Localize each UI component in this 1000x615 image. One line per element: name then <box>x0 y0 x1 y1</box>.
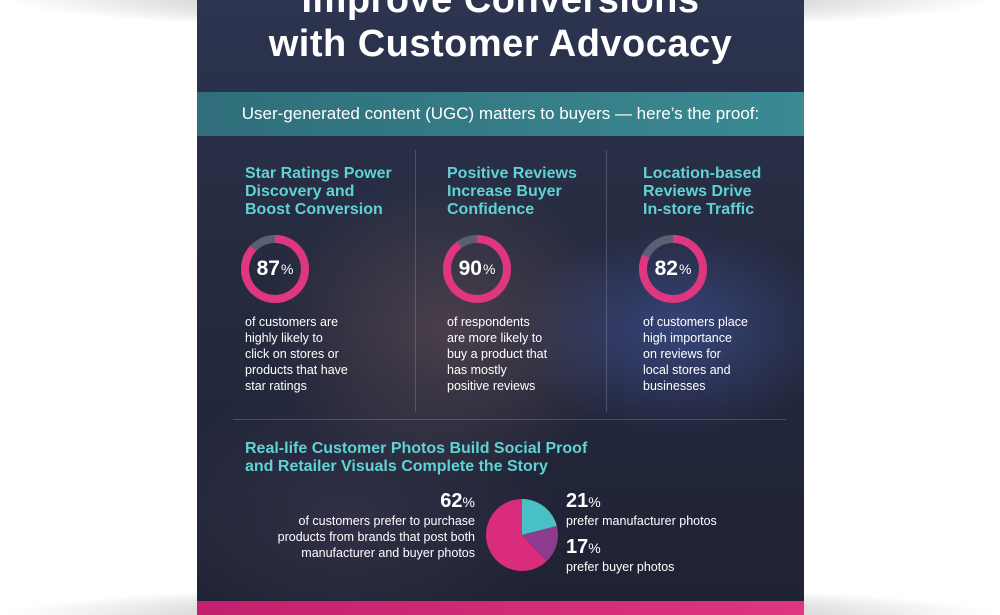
stat-number: 17 <box>566 536 589 558</box>
stat-description: prefer manufacturer photos <box>566 514 717 528</box>
pie-slice-buyer <box>522 526 558 562</box>
subtitle-band: User-generated content (UGC) matters to … <box>197 92 804 136</box>
stat-text-line: of respondents <box>447 315 530 329</box>
stat-text-line: are more likely to <box>447 331 543 345</box>
percent-sign: % <box>280 261 294 277</box>
percent-sign: % <box>588 540 601 556</box>
stat-heading: Positive Reviews Increase Buyer Confiden… <box>447 165 577 219</box>
infographic-panel: Improve Conversions with Customer Advoca… <box>197 0 804 615</box>
stat-number: 90 <box>458 257 482 280</box>
column-divider <box>606 150 607 412</box>
stat-star-ratings: Star Ratings Power Discovery and Boost C… <box>241 165 392 393</box>
section-heading-line: and Retailer Visuals Complete the Story <box>245 458 548 475</box>
stat-number: 87 <box>256 257 280 280</box>
stat-description: of customers place high importance on re… <box>643 314 804 394</box>
photo-preference-pie <box>486 499 558 571</box>
stat-text-line: on reviews for <box>643 347 721 361</box>
stat-value: 90% <box>441 233 513 305</box>
donut-ring-90 <box>443 235 511 303</box>
stat-text-line: local stores and <box>643 363 731 377</box>
stat-text-line: buy a product that <box>447 347 548 361</box>
percent-sign: % <box>588 494 601 510</box>
stat-text-line: of customers are <box>245 315 339 329</box>
stat-description: of customers prefer to purchase products… <box>237 513 475 561</box>
stat-text-line: of customers place <box>643 315 748 329</box>
section-heading-line: Real-life Customer Photos Build Social P… <box>245 440 588 457</box>
bottom-accent-bar <box>197 601 804 615</box>
stat-heading-line: Confidence <box>447 201 535 218</box>
stat-value: 62% <box>237 490 475 513</box>
stat-description: prefer buyer photos <box>566 560 675 574</box>
stat-text-line: products from brands that post both <box>277 530 475 544</box>
stat-heading-line: Discovery and <box>245 183 355 200</box>
stat-positive-reviews: Positive Reviews Increase Buyer Confiden… <box>443 165 577 393</box>
stat-heading: Location-based Reviews Drive In-store Tr… <box>643 165 761 219</box>
ring-value-arc <box>241 235 309 303</box>
donut-ring-82 <box>639 235 707 303</box>
title-line-2: with Customer Advocacy <box>268 23 733 65</box>
stat-heading-line: Reviews Drive <box>643 183 752 200</box>
stat-heading-line: Increase Buyer <box>447 183 562 200</box>
stat-heading-line: Star Ratings Power <box>245 165 392 182</box>
column-divider <box>415 150 416 412</box>
stat-text-line: products that have <box>245 363 348 377</box>
subtitle-text: User-generated content (UGC) matters to … <box>241 104 760 123</box>
stat-heading: Star Ratings Power Discovery and Boost C… <box>245 165 392 219</box>
stat-text-line: positive reviews <box>447 379 536 393</box>
pie-slice-manufacturer <box>522 499 557 535</box>
stat-text-line: manufacturer and buyer photos <box>301 546 475 560</box>
stat-number: 62 <box>440 490 463 512</box>
photos-section-heading: Real-life Customer Photos Build Social P… <box>245 440 587 476</box>
stat-value: 82% <box>637 233 709 305</box>
photos-stat-buyer: 17% prefer buyer photos <box>566 536 674 575</box>
stat-value: 17% <box>566 536 674 559</box>
stat-heading-line: In-store Traffic <box>643 201 755 218</box>
stat-description: of respondents are more likely to buy a … <box>447 314 617 394</box>
stat-text-line: star ratings <box>245 379 307 393</box>
percent-sign: % <box>678 261 692 277</box>
stat-text-line: click on stores or <box>245 347 339 361</box>
stat-value: 21% <box>566 490 717 513</box>
ring-value-arc <box>443 235 511 303</box>
photos-stat-both: 62% of customers prefer to purchase prod… <box>237 490 475 561</box>
stat-heading-line: Positive Reviews <box>447 165 577 182</box>
stat-number: 21 <box>566 490 589 512</box>
donut-ring-87 <box>241 235 309 303</box>
stat-heading-line: Location-based <box>643 165 762 182</box>
stat-text-line: highly likely to <box>245 331 323 345</box>
photos-stat-manufacturer: 21% prefer manufacturer photos <box>566 490 717 529</box>
section-divider <box>233 419 786 420</box>
stat-text-line: has mostly <box>447 363 507 377</box>
ring-value-arc <box>639 235 707 303</box>
stat-number: 82 <box>654 257 678 280</box>
percent-sign: % <box>462 494 475 510</box>
stat-value: 87% <box>239 233 311 305</box>
stat-text-line: of customers prefer to purchase <box>298 514 475 528</box>
stat-description: of customers are highly likely to click … <box>245 314 415 394</box>
title-line-1: Improve Conversions <box>301 0 700 21</box>
infographic-title: Improve Conversions with Customer Advoca… <box>197 0 804 66</box>
pie-slice-both <box>486 499 547 571</box>
stat-text-line: high importance <box>643 331 732 345</box>
percent-sign: % <box>482 261 496 277</box>
stat-heading-line: Boost Conversion <box>245 201 383 218</box>
stat-text-line: businesses <box>643 379 706 393</box>
stat-location-reviews: Location-based Reviews Drive In-store Tr… <box>639 165 761 393</box>
